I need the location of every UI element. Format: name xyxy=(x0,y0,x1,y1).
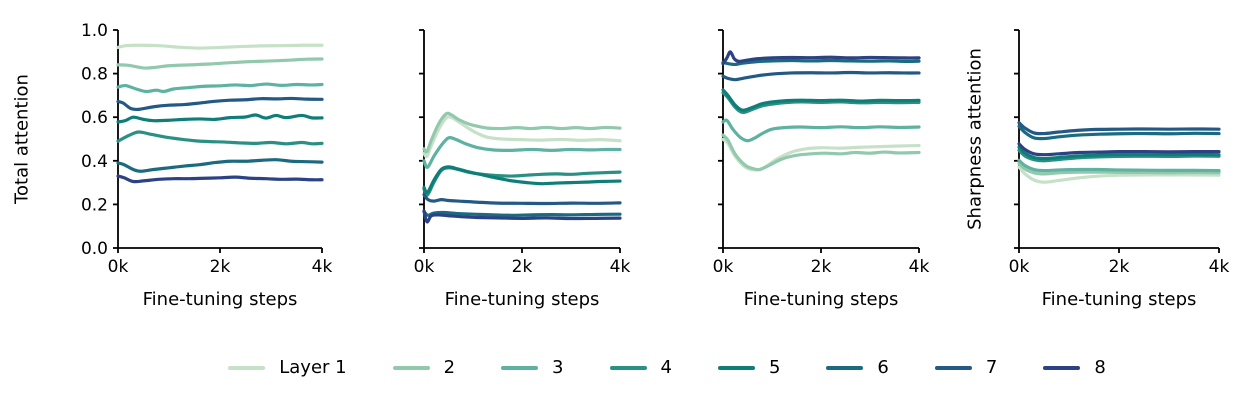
line-subplot-1-layer-8 xyxy=(116,174,324,184)
legend-label-layer-1: Layer 1 xyxy=(279,357,347,378)
line-subplot-4-layer-4 xyxy=(1017,148,1221,163)
line-subplot-3-layer-3 xyxy=(721,118,921,143)
line-subplot-3-layer-2 xyxy=(721,133,921,172)
chart-canvas: 0.0 0.2 0.4 0.6 0.8 1.0 0k 2k 4k 0k 2k 4k 0k 2k 4k 0k 2k… xyxy=(81,21,1230,277)
legend-label-layer-2: 2 xyxy=(443,357,456,378)
x-tick-label: 0k xyxy=(108,257,129,277)
legend-label-layer-7: 7 xyxy=(985,357,998,378)
legend-item-layer-7: 7 xyxy=(934,357,998,378)
y-tick-label: 0.4 xyxy=(81,152,108,172)
line-subplot-3-layer-5 xyxy=(721,88,921,112)
x-tick-label: 2k xyxy=(512,257,533,277)
line-subplot-1-layer-4 xyxy=(116,130,324,146)
x-axis-label-subplot-2: Fine-tuning steps xyxy=(444,289,600,310)
legend-swatch-layer-5 xyxy=(717,365,755,370)
y-tick-label: 0.8 xyxy=(81,65,108,85)
legend-item-layer-2: 2 xyxy=(392,357,456,378)
x-axis-label-subplot-3: Fine-tuning steps xyxy=(743,289,899,310)
line-subplot-3-layer-7 xyxy=(721,70,921,82)
legend-item-layer-6: 6 xyxy=(826,357,889,378)
x-tick-label: 2k xyxy=(210,257,231,277)
legend-swatch-layer-1 xyxy=(228,365,266,370)
x-axis-label-subplot-1: Fine-tuning steps xyxy=(142,289,298,310)
legend-label-layer-8: 8 xyxy=(1094,357,1106,378)
y-tick-label: 0.6 xyxy=(81,108,108,128)
line-subplot-1-layer-3 xyxy=(116,82,324,94)
line-subplot-3-layer-8 xyxy=(721,50,921,66)
legend-swatch-layer-6 xyxy=(826,365,864,370)
line-subplot-4-layer-3 xyxy=(1017,158,1221,173)
legend-swatch-layer-2 xyxy=(392,365,430,370)
line-subplot-4-layer-5 xyxy=(1017,145,1221,161)
line-subplot-3-layer-4 xyxy=(721,91,921,115)
legend-label-layer-4: 4 xyxy=(660,357,672,378)
x-tick-label: 0k xyxy=(1009,257,1030,277)
line-subplot-2-layer-3 xyxy=(422,135,622,169)
legend: Layer 1 2 3 4 5 6 7 8 xyxy=(0,357,1250,378)
line-subplot-4-layer-1 xyxy=(1017,165,1221,184)
line-subplot-4-layer-6 xyxy=(1017,124,1221,141)
legend-swatch-layer-7 xyxy=(934,365,972,370)
line-subplot-4-layer-7 xyxy=(1017,121,1221,136)
line-subplot-1-layer-6 xyxy=(116,158,324,173)
legend-label-layer-3: 3 xyxy=(552,357,564,378)
x-axis-label-subplot-4: Fine-tuning steps xyxy=(1041,289,1197,310)
line-subplot-2-layer-7 xyxy=(422,192,622,206)
line-subplot-1-layer-5 xyxy=(116,113,324,124)
line-subplot-1-layer-2 xyxy=(116,57,324,70)
line-subplot-1-layer-1 xyxy=(116,43,324,50)
line-subplot-4-layer-8 xyxy=(1017,142,1221,157)
line-subplot-1-layer-7 xyxy=(116,96,324,112)
y-axis-label-total-attention: Total attention xyxy=(11,74,33,204)
y-tick-label: 0.0 xyxy=(81,239,108,259)
y-tick-label: 0.2 xyxy=(81,195,108,215)
x-tick-label: 4k xyxy=(1209,257,1230,277)
x-tick-label: 0k xyxy=(713,257,734,277)
x-tick-label: 4k xyxy=(909,257,930,277)
line-subplot-4-layer-2 xyxy=(1017,161,1221,176)
x-tick-label: 2k xyxy=(811,257,832,277)
x-tick-label: 0k xyxy=(414,257,435,277)
legend-label-layer-5: 5 xyxy=(768,357,781,378)
x-tick-label: 4k xyxy=(610,257,631,277)
line-subplot-2-layer-8 xyxy=(422,209,622,224)
line-subplot-2-layer-5 xyxy=(422,165,622,195)
legend-label-layer-6: 6 xyxy=(877,357,889,378)
y-tick-label: 1.0 xyxy=(81,21,108,41)
legend-swatch-layer-8 xyxy=(1043,365,1081,370)
x-tick-label: 4k xyxy=(312,257,333,277)
legend-item-layer-8: 8 xyxy=(1043,357,1106,378)
legend-swatch-layer-3 xyxy=(501,365,539,370)
legend-item-layer-1: Layer 1 xyxy=(228,357,347,378)
line-subplot-3-layer-6 xyxy=(721,58,921,67)
line-subplot-2-layer-1 xyxy=(422,115,622,159)
y-axis-label-sharpness-attention: Sharpness attention xyxy=(964,48,986,230)
legend-item-layer-5: 5 xyxy=(717,357,781,378)
legend-swatch-layer-4 xyxy=(609,365,647,370)
line-subplot-2-layer-6 xyxy=(422,209,622,217)
legend-item-layer-4: 4 xyxy=(609,357,672,378)
line-subplot-2-layer-2 xyxy=(422,111,622,154)
x-tick-label: 2k xyxy=(1109,257,1130,277)
legend-item-layer-3: 3 xyxy=(501,357,564,378)
